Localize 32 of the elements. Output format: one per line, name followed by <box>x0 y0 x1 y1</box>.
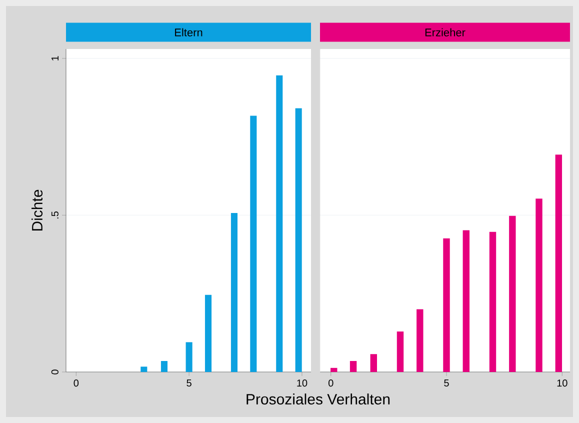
x-tick-label: 10 <box>297 380 308 387</box>
bar <box>536 198 542 372</box>
bar <box>416 309 424 372</box>
bar <box>462 230 470 372</box>
x-tick-label: 0 <box>328 380 334 387</box>
bar <box>370 354 378 372</box>
bar <box>396 332 404 372</box>
x-tick-label: 5 <box>444 380 449 386</box>
bar <box>186 342 192 372</box>
bar <box>330 368 338 372</box>
x-tick-label: 0 <box>74 380 79 387</box>
bar <box>276 75 283 372</box>
chart-title: Erzieher <box>425 28 466 36</box>
bar <box>555 154 562 372</box>
x-tick-label: 5 <box>186 380 192 386</box>
bar <box>350 361 357 372</box>
bar <box>250 116 257 372</box>
bar <box>509 216 516 372</box>
bar <box>443 238 450 372</box>
y-tick-label: .5 <box>51 211 58 218</box>
bar <box>160 361 168 372</box>
bar <box>230 213 238 372</box>
y-tick-label: 0 <box>51 370 58 374</box>
x-tick-label: 10 <box>557 380 568 387</box>
bar <box>140 366 148 372</box>
bar <box>204 294 212 372</box>
y-tick-label: 1 <box>52 56 58 60</box>
x-axis-title: Prosoziales Verhalten <box>246 394 390 405</box>
bar <box>295 108 302 372</box>
bar <box>489 232 496 372</box>
y-axis-title: Dichte <box>32 190 43 231</box>
chart-title: Eltern <box>175 28 202 36</box>
